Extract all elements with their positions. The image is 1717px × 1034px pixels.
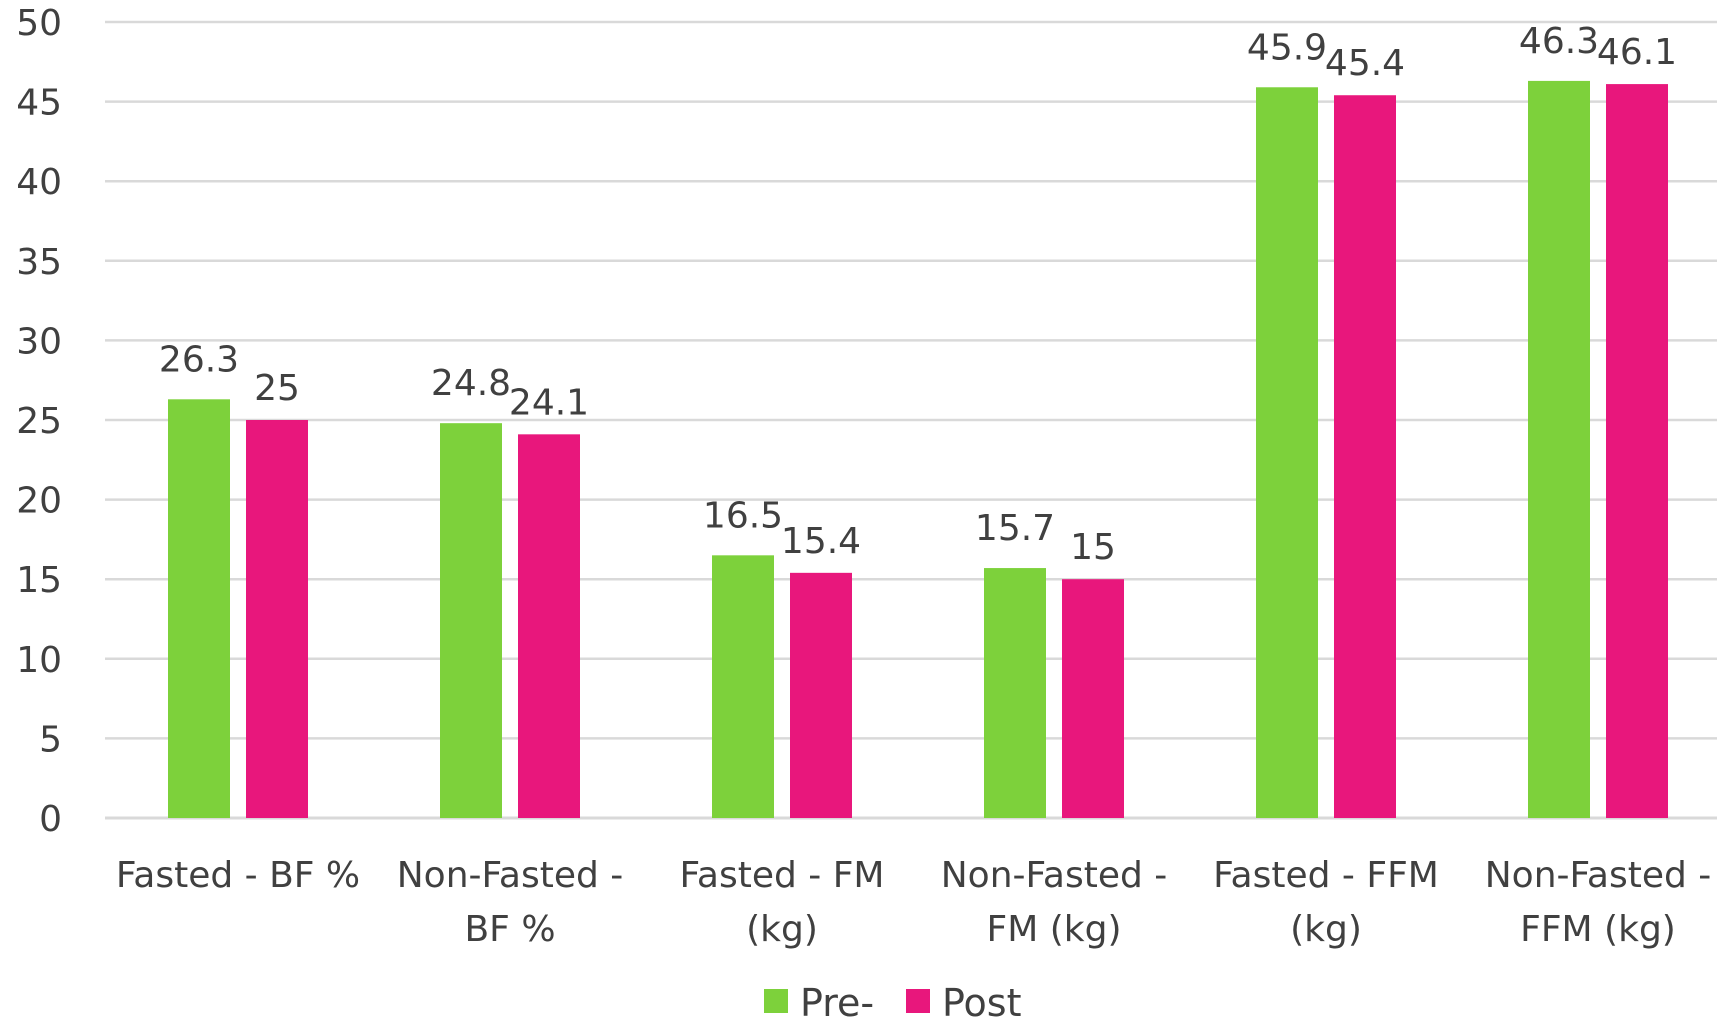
data-label-pre-2: 16.5 bbox=[703, 495, 783, 536]
bar-pre-2 bbox=[712, 555, 774, 818]
y-tick-label: 25 bbox=[16, 401, 62, 442]
data-label-pre-5: 46.3 bbox=[1519, 21, 1599, 62]
data-label-post-2: 15.4 bbox=[781, 521, 861, 562]
bar-post-3 bbox=[1062, 579, 1124, 818]
data-label-pre-0: 26.3 bbox=[159, 339, 239, 380]
y-tick-label: 0 bbox=[39, 799, 62, 840]
bar-pre-0 bbox=[168, 399, 230, 818]
category-label-4-line-0: Fasted - FFM bbox=[1213, 855, 1439, 896]
data-label-pre-1: 24.8 bbox=[431, 363, 511, 404]
bar-pre-4 bbox=[1256, 87, 1318, 819]
legend-swatch-post bbox=[906, 989, 930, 1013]
y-tick-label: 10 bbox=[16, 640, 62, 681]
category-label-5-line-0: Non-Fasted - bbox=[1485, 855, 1712, 896]
data-label-post-1: 24.1 bbox=[509, 382, 589, 423]
x-axis-categories: Fasted - BF % Non-Fasted - BF % Fasted - FM… bbox=[116, 855, 1711, 950]
y-tick-label: 30 bbox=[16, 321, 62, 362]
legend-label-post: Post bbox=[942, 981, 1022, 1025]
bar-post-0 bbox=[246, 420, 308, 818]
y-tick-label: 5 bbox=[39, 719, 62, 760]
category-label-1-line-0: Non-Fasted - bbox=[397, 855, 624, 896]
data-label-pre-4: 45.9 bbox=[1247, 27, 1327, 68]
bar-pre-1 bbox=[440, 423, 502, 818]
y-tick-label: 45 bbox=[16, 83, 62, 124]
y-tick-label: 40 bbox=[16, 162, 62, 203]
category-label-3-line-1: FM (kg) bbox=[987, 909, 1122, 950]
category-label-4-line-1: (kg) bbox=[1290, 909, 1362, 950]
y-tick-label: 15 bbox=[16, 560, 62, 601]
category-label-2-line-0: Fasted - FM bbox=[680, 855, 885, 896]
category-label-0-line-0: Fasted - BF % bbox=[116, 855, 360, 896]
bar-post-1 bbox=[518, 434, 580, 818]
legend-swatch-pre bbox=[764, 989, 788, 1013]
bar-pre-3 bbox=[984, 568, 1046, 818]
gridlines bbox=[105, 20, 1717, 820]
y-tick-label: 50 bbox=[16, 3, 62, 44]
data-label-post-4: 45.4 bbox=[1325, 43, 1405, 84]
bars bbox=[168, 80, 1668, 819]
y-tick-label: 20 bbox=[16, 481, 62, 522]
category-label-3-line-0: Non-Fasted - bbox=[941, 855, 1168, 896]
data-labels: 26.3 25 24.824.1 16.515.4 15.7 15 45.945.4 46.3… bbox=[159, 21, 1677, 568]
bar-post-5 bbox=[1606, 84, 1668, 818]
data-label-post-3: 15 bbox=[1070, 527, 1116, 568]
category-label-5-line-1: FFM (kg) bbox=[1520, 909, 1676, 950]
category-label-1-line-1: BF % bbox=[464, 909, 555, 950]
bar-post-2 bbox=[790, 572, 852, 818]
y-tick-label: 35 bbox=[16, 242, 62, 283]
legend: Pre- Post bbox=[764, 981, 1022, 1025]
data-label-pre-3: 15.7 bbox=[975, 508, 1055, 549]
data-label-post-0: 25 bbox=[254, 368, 300, 409]
bar-post-4 bbox=[1334, 95, 1396, 819]
y-axis-ticks: 0 5 10 15 20 25 30 35 40 45 50 bbox=[16, 3, 62, 840]
legend-label-pre: Pre- bbox=[800, 981, 874, 1025]
category-label-2-line-1: (kg) bbox=[746, 909, 818, 950]
bar-pre-5 bbox=[1528, 80, 1590, 819]
data-label-post-5: 46.1 bbox=[1597, 32, 1677, 73]
